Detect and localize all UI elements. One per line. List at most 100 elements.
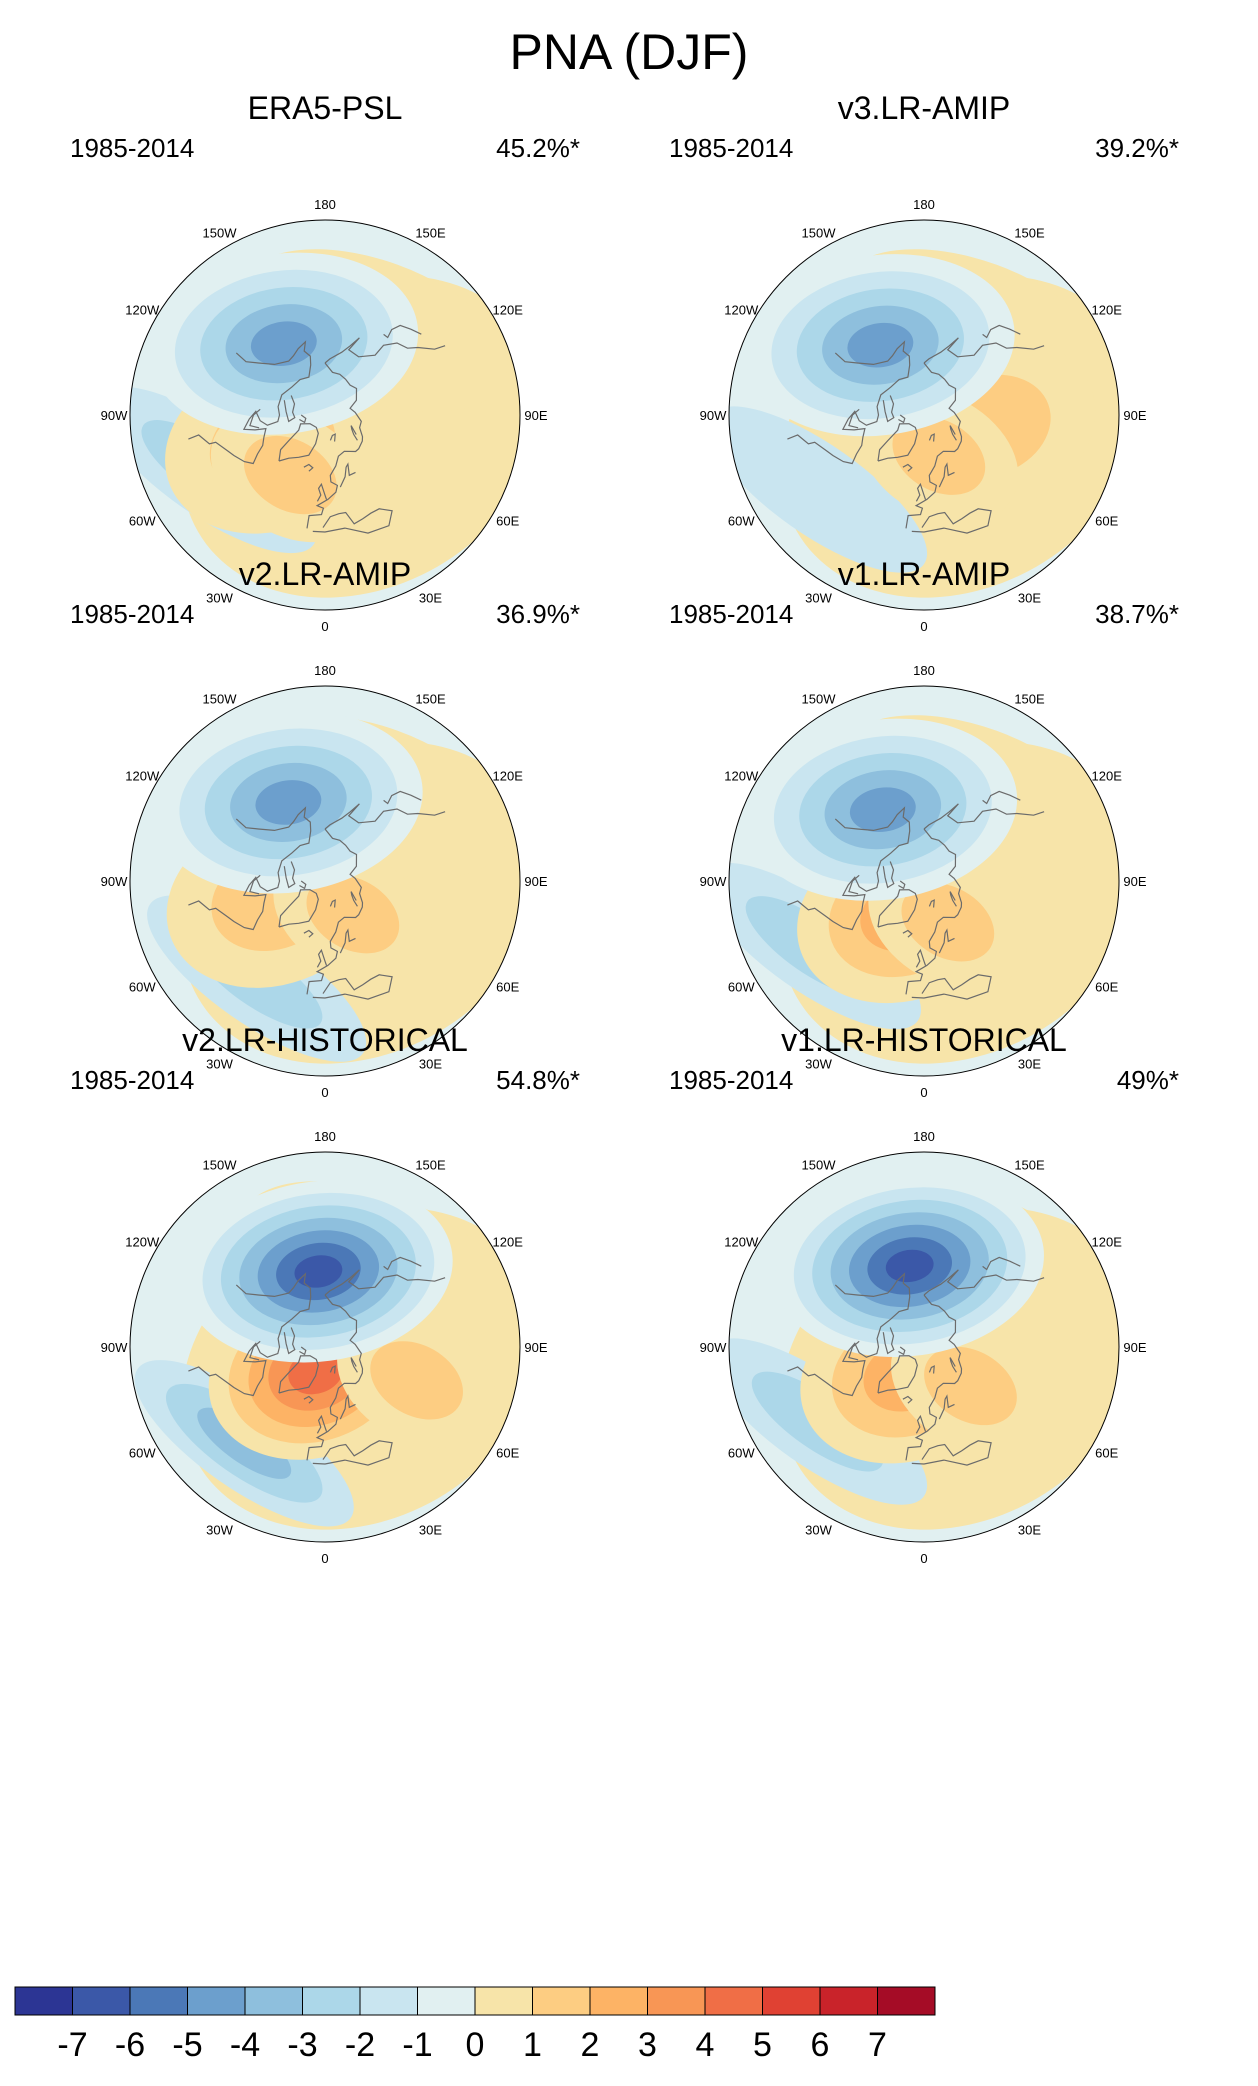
longitude-label: 60W: [728, 514, 755, 529]
contour-band: [250, 321, 317, 367]
coastline: [324, 1269, 446, 1296]
coastline: [923, 1269, 1045, 1296]
longitude-label: 90E: [524, 1340, 547, 1355]
longitude-label: 30W: [805, 591, 832, 606]
contour-band: [729, 406, 928, 573]
coastline: [882, 1327, 895, 1355]
coastline: [877, 423, 918, 462]
coastline: [949, 1357, 957, 1373]
contour-band: [370, 1341, 463, 1420]
coastline: [283, 395, 296, 423]
colorbar-box: [359, 1986, 418, 2016]
coastline: [249, 1340, 261, 1361]
colorbar-label: -6: [115, 2026, 145, 2064]
contour-band: [924, 1346, 1017, 1426]
coastline: [882, 861, 895, 889]
longitude-label: 150W: [203, 1157, 238, 1172]
longitude-label: 120W: [125, 303, 160, 318]
colorbar-box: [647, 1986, 706, 2016]
coastline: [911, 508, 992, 534]
colorbar: -7 -6 -5 -4 -3 -2 -1 0 1 2 3 4 5 6 7: [14, 1986, 936, 2064]
longitude-label: 150E: [1014, 1157, 1045, 1172]
coastline: [787, 806, 911, 931]
longitude-label: 30E: [419, 591, 442, 606]
panel-explained-variance: 49%*: [1116, 1065, 1179, 1095]
coastline: [278, 889, 319, 928]
colorbar-label: 5: [753, 2026, 772, 2064]
coastline: [905, 1294, 963, 1461]
longitude-label: 120W: [125, 1235, 160, 1250]
coastline: [902, 929, 913, 938]
coastline: [339, 928, 356, 954]
coastline: [316, 482, 328, 502]
panel-explained-variance: 36.9%*: [496, 599, 580, 629]
colorbar-label: 7: [868, 2026, 887, 2064]
colorbar-label: 2: [581, 2026, 600, 2064]
coastline: [923, 337, 1045, 364]
longitude-label: 60E: [1095, 980, 1118, 995]
longitude-label: 90W: [101, 408, 128, 423]
longitude-label: 90W: [700, 1340, 727, 1355]
coastline: [324, 337, 446, 364]
longitude-label: 30E: [1018, 1057, 1041, 1072]
panel-explained-variance: 45.2%*: [496, 133, 580, 163]
longitude-label: 180: [913, 1129, 935, 1144]
longitude-label: 150W: [203, 225, 238, 240]
longitude-label: 150W: [802, 1157, 837, 1172]
coastline: [928, 1365, 935, 1374]
coastline: [329, 899, 336, 908]
longitude-label: 60E: [496, 1446, 519, 1461]
contour-band: [885, 1249, 934, 1283]
coastline: [877, 889, 918, 928]
colorbar-box: [474, 1986, 533, 2016]
longitude-label: 90W: [700, 874, 727, 889]
longitude-label: 150E: [415, 225, 446, 240]
colorbar-box: [589, 1986, 648, 2016]
map-boundary: [129, 219, 521, 611]
longitude-label: 0: [920, 1551, 927, 1566]
longitude-label: 90E: [1123, 1340, 1146, 1355]
panel-period: 1985-2014: [70, 1065, 195, 1095]
coastline: [915, 482, 927, 502]
coastline: [339, 462, 356, 488]
longitude-label: 90W: [101, 1340, 128, 1355]
coastline: [303, 929, 314, 938]
coastline: [949, 425, 957, 441]
panel-explained-variance: 38.7%*: [1095, 599, 1179, 629]
panel-period: 1985-2014: [70, 599, 195, 629]
colorbar-label: -2: [345, 2026, 375, 2064]
longitude-label: 150E: [1014, 225, 1045, 240]
coastline: [312, 974, 393, 1000]
figure-title: PNA (DJF): [509, 24, 749, 80]
coastline: [915, 948, 927, 968]
longitude-label: 0: [321, 619, 328, 634]
longitude-label: 120E: [493, 769, 524, 784]
coastline: [350, 425, 358, 441]
map-panel: ERA5-PSL 1985-2014 45.2%* 180 150E 120E 90E 60E…: [25, 88, 625, 698]
longitude-label: 90E: [524, 874, 547, 889]
colorbar-label: -4: [230, 2026, 260, 2064]
coastline: [848, 408, 860, 429]
longitude-label: 90W: [101, 874, 128, 889]
longitude-label: 60W: [129, 980, 156, 995]
coastline: [329, 1365, 336, 1374]
contour-band: [847, 322, 914, 368]
longitude-label: 180: [913, 663, 935, 678]
coastline: [923, 803, 1045, 830]
coastline: [329, 433, 336, 442]
coastline: [982, 1256, 1021, 1271]
longitude-label: 30W: [206, 1057, 233, 1072]
coastline: [188, 340, 312, 465]
coastline: [303, 1395, 314, 1404]
panel-period: 1985-2014: [669, 133, 794, 163]
panel-explained-variance: 39.2%*: [1095, 133, 1179, 163]
map-boundary: [728, 685, 1120, 1077]
coastline: [982, 324, 1021, 339]
colorbar-label: -1: [402, 2026, 432, 2064]
coastline: [383, 790, 422, 805]
longitude-label: 150E: [415, 691, 446, 706]
panel-explained-variance: 54.8%*: [496, 1065, 580, 1095]
coastline: [383, 324, 422, 339]
longitude-label: 0: [321, 1085, 328, 1100]
coastline: [911, 1440, 992, 1466]
